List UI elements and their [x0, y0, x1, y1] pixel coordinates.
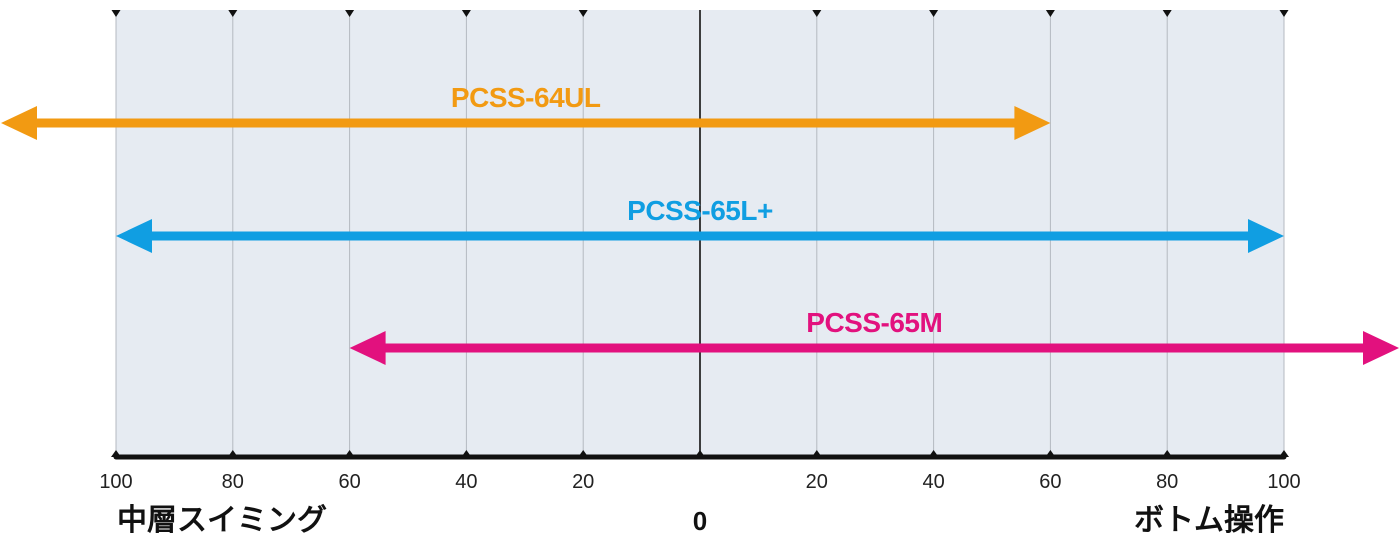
range-arrow-head-right — [1363, 331, 1399, 365]
top-tick-marker — [111, 10, 121, 17]
tick-label: 80 — [1156, 471, 1178, 493]
range-label: PCSS-64UL — [451, 82, 601, 113]
top-tick-marker — [1279, 10, 1289, 17]
tick-label: 100 — [99, 471, 132, 493]
range-arrow: PCSS-65L+ — [116, 195, 1284, 253]
range-arrow-head-left — [349, 331, 386, 365]
zero-label: 0 — [693, 506, 707, 536]
range-arrow-head-left — [116, 219, 152, 253]
tick-label: 40 — [922, 471, 944, 493]
left-end-label: 中層スイミング — [117, 503, 327, 538]
axis: 100 80 60 40 20 20 40 60 80 100 — [99, 10, 1301, 493]
range-arrows: PCSS-64UL PCSS-65L+ PCSS-65M — [1, 82, 1399, 365]
range-arrow-head-right — [1248, 219, 1284, 253]
range-label: PCSS-65L+ — [627, 195, 773, 226]
tick-label: 40 — [455, 471, 477, 493]
range-arrow-shaft — [35, 118, 1017, 128]
tick-label: 80 — [222, 471, 244, 493]
top-tick-marker — [812, 10, 822, 17]
top-tick-marker — [1045, 10, 1055, 17]
tick-label: 20 — [572, 471, 594, 493]
top-tick-marker — [578, 10, 588, 17]
top-tick-marker — [345, 10, 355, 17]
right-end-label: ボトム操作 — [1134, 503, 1284, 538]
range-arrow-shaft — [383, 343, 1366, 353]
tick-label: 20 — [806, 471, 828, 493]
tick-label: 60 — [1039, 471, 1061, 493]
top-tick-marker — [228, 10, 238, 17]
tick-label: 100 — [1267, 471, 1300, 493]
range-arrow-head-left — [1, 106, 37, 140]
range-arrow-head-right — [1014, 106, 1051, 140]
range-arrow: PCSS-65M — [349, 307, 1399, 365]
range-arrow-shaft — [150, 231, 1250, 241]
range-label: PCSS-65M — [806, 307, 942, 338]
tick-label: 60 — [338, 471, 360, 493]
top-tick-marker — [1162, 10, 1172, 17]
top-tick-marker — [461, 10, 471, 17]
range-arrow: PCSS-64UL — [1, 82, 1051, 140]
top-tick-marker — [929, 10, 939, 17]
